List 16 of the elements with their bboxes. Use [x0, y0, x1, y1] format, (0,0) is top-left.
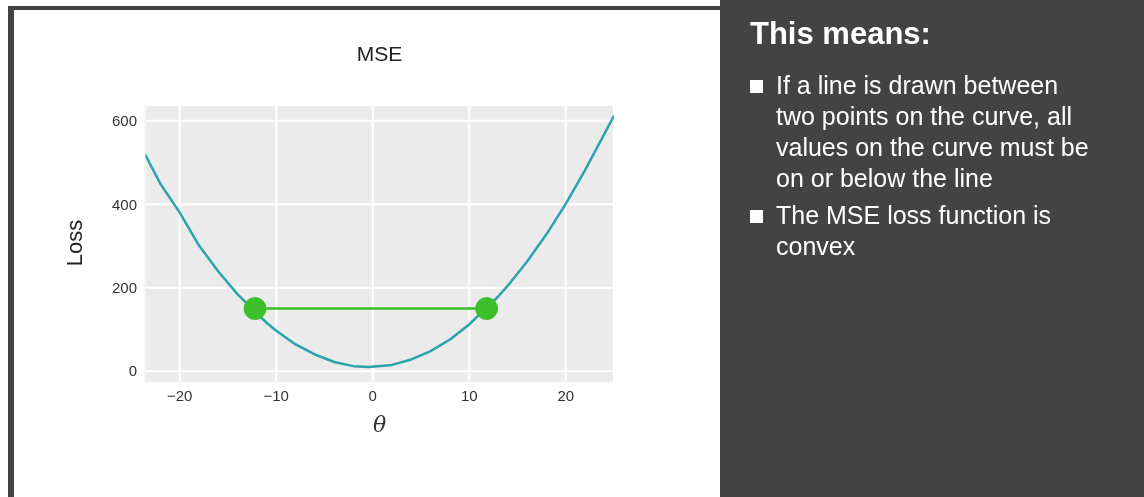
- x-tick-label: −10: [263, 386, 289, 404]
- line-series: [145, 114, 614, 369]
- y-tick-label: 400: [111, 195, 137, 213]
- x-tick-label: −20: [167, 386, 193, 404]
- chart-title: MSE: [355, 42, 404, 66]
- y-tick-label: 600: [111, 112, 137, 130]
- x-tick-label: 10: [460, 386, 478, 404]
- text: This means:: [750, 16, 932, 52]
- x-tick-label: 20: [557, 386, 575, 404]
- x-axis-title: θ: [372, 412, 387, 437]
- text: The MSE loss function is convex: [776, 200, 1053, 262]
- text: If a line is drawn between two points on the curve, all values on the curve must be on or below the line: [776, 70, 1090, 194]
- y-tick-label: 0: [128, 362, 137, 380]
- y-axis-title: Loss: [62, 219, 88, 267]
- y-tick-label: 200: [111, 279, 137, 297]
- x-tick-label: 0: [368, 386, 377, 404]
